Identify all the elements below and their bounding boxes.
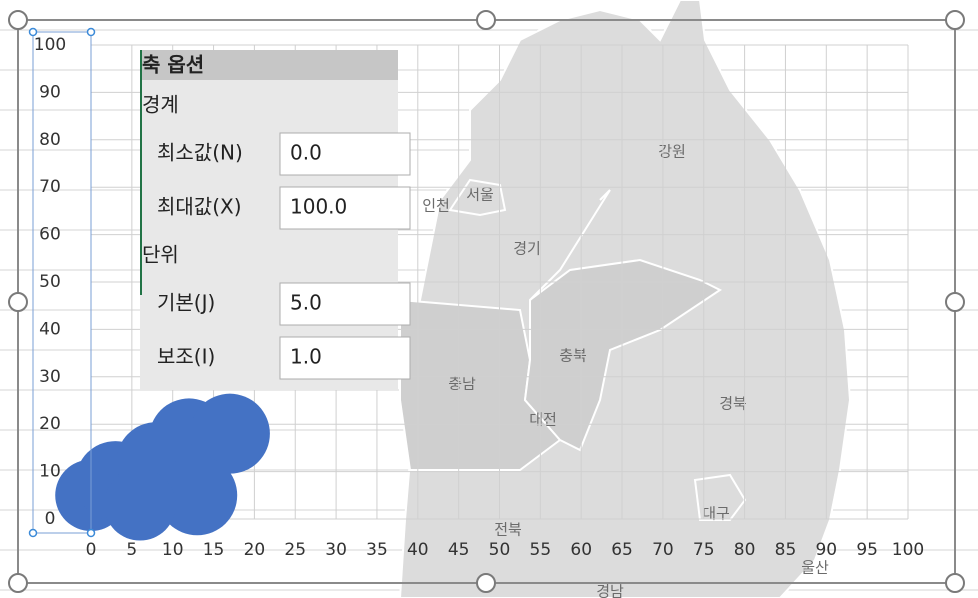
- map-label: 전북: [494, 521, 522, 539]
- axis-handles[interactable]: [28, 27, 96, 538]
- x-tick-label: 40: [407, 540, 429, 560]
- y-tick-label: 30: [39, 367, 61, 387]
- field-value: 1.0: [290, 345, 322, 369]
- y-tick-label: 80: [39, 130, 61, 150]
- bubble: [157, 455, 238, 536]
- section-heading: 경계: [142, 93, 179, 117]
- x-tick-label: 5: [126, 540, 137, 560]
- x-tick-label: 10: [162, 540, 184, 560]
- panel-title: 축 옵션: [142, 53, 204, 77]
- x-tick-label: 25: [284, 540, 306, 560]
- x-tick-label: 75: [693, 540, 715, 560]
- field-input[interactable]: [279, 132, 411, 176]
- field-value: 5.0: [290, 291, 322, 315]
- axis-selection: [32, 31, 92, 534]
- y-tick-label: 100: [34, 35, 66, 55]
- y-tick-label: 90: [39, 82, 61, 102]
- field-label: 최소값(N): [157, 141, 243, 165]
- map-label: 충남: [448, 375, 476, 393]
- x-tick-label: 90: [815, 540, 837, 560]
- x-tick-label: 0: [86, 540, 97, 560]
- map-label: 대전: [529, 411, 557, 429]
- map-label: 인천: [422, 197, 450, 215]
- map-label: 충북: [559, 347, 587, 365]
- field-label: 기본(J): [157, 291, 215, 315]
- x-tick-label: 65: [611, 540, 633, 560]
- y-tick-label: 70: [39, 177, 61, 197]
- field-label: 보조(I): [157, 345, 215, 369]
- map-label: 경북: [719, 395, 747, 413]
- map-label: 대구: [702, 505, 730, 523]
- field-label: 최대값(X): [157, 195, 242, 219]
- y-tick-label: 10: [39, 462, 61, 482]
- x-tick-label: 85: [775, 540, 797, 560]
- x-tick-label: 80: [734, 540, 756, 560]
- x-tick-label: 45: [448, 540, 470, 560]
- field-value: 0.0: [290, 141, 322, 165]
- x-tick-label: 15: [203, 540, 225, 560]
- x-tick-label: 20: [244, 540, 266, 560]
- bubble: [104, 469, 176, 541]
- field-input[interactable]: [279, 336, 411, 380]
- chart-handles[interactable]: [8, 10, 965, 593]
- y-tick-label: 40: [39, 319, 61, 339]
- map-label: 서울: [466, 186, 494, 204]
- x-tick-label: 50: [489, 540, 511, 560]
- x-tick-label: 100: [892, 540, 924, 560]
- map-label: 경기: [513, 240, 541, 258]
- map-label: 경남: [596, 583, 624, 598]
- map-label: 울산: [801, 559, 829, 577]
- field-input[interactable]: [279, 282, 411, 326]
- y-tick-label: 60: [39, 225, 61, 245]
- x-tick-label: 55: [530, 540, 552, 560]
- y-tick-label: 0: [45, 509, 56, 529]
- plot-area: 0 10 20 30 40 50 60 70 80 90 100 0 5 10 15 20 25 30 35 40 45…: [34, 35, 924, 560]
- x-tick-label: 70: [652, 540, 674, 560]
- field-input[interactable]: [279, 186, 411, 230]
- x-tick-label: 30: [325, 540, 347, 560]
- x-tick-label: 35: [366, 540, 388, 560]
- section-heading: 단위: [142, 243, 179, 267]
- field-value: 100.0: [290, 195, 347, 219]
- map-label: 강원: [658, 143, 686, 161]
- x-tick-label: 95: [856, 540, 878, 560]
- y-tick-label: 50: [39, 272, 61, 292]
- x-tick-label: 60: [570, 540, 592, 560]
- y-tick-label: 20: [39, 414, 61, 434]
- bubble: [189, 393, 270, 474]
